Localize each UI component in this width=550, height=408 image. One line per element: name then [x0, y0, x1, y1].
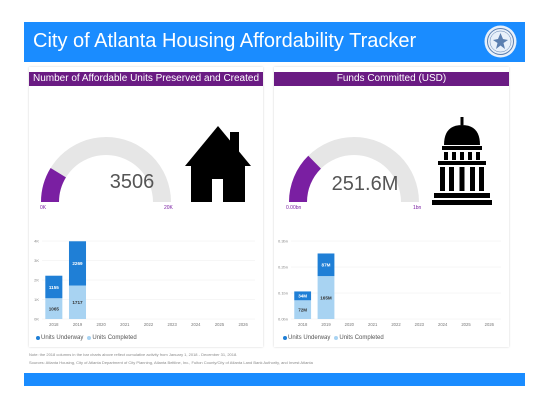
funds-panel-title: Funds Committed (USD): [274, 72, 509, 86]
funds-gauge-value: 251.6M: [331, 173, 399, 195]
funds-xtick-label: 2020: [345, 322, 355, 327]
funds-bar-completed: [294, 300, 312, 319]
funds-bar-underway: [294, 291, 312, 301]
funds-ytick-label: 0.0bn: [278, 317, 288, 322]
units-xtick-label: 2018: [49, 322, 59, 327]
funds-gauge: [289, 137, 419, 202]
units-ytick-label: 1K: [34, 297, 39, 302]
footnote-1: Note: the 2018 columns in the bar charts…: [29, 352, 238, 357]
funds-gauge-fill: [289, 155, 321, 202]
units-gauge-track: [41, 136, 171, 202]
units-ytick-label: 3K: [34, 258, 39, 263]
units-xtick-label: 2021: [120, 322, 130, 327]
funds-xtick-label: 2024: [438, 322, 448, 327]
units-gauge-max: 20K: [164, 205, 173, 211]
funds-bar-label: 87M: [322, 263, 331, 268]
funds-bar-label: 72M: [298, 307, 307, 312]
units-gauge-fill: [41, 167, 66, 202]
legend-item-underway: Units Underway: [36, 335, 83, 341]
funds-gauge-min: 0.00bn: [286, 205, 302, 211]
funds-xtick-label: 2018: [298, 322, 308, 327]
units-bar-label: 2269: [72, 261, 83, 266]
units-panel-title: Number of Affordable Units Preserved and…: [29, 72, 263, 86]
units-gauge-min: 0K: [40, 205, 47, 211]
units-bar-chart: 0K 1K 2K 3K 4K 2018 1065 1155 2019 1717 2269 2020 20…: [34, 239, 255, 327]
units-panel: Number of Affordable Units Preserved and…: [29, 67, 263, 347]
units-xtick-label: 2026: [239, 322, 249, 327]
units-xtick-label: 2023: [168, 322, 178, 327]
funds-xtick-label: 2021: [368, 322, 378, 327]
units-xtick-label: 2024: [191, 322, 201, 327]
units-bar-label: 1155: [49, 285, 59, 290]
funds-xtick-label: 2022: [391, 322, 401, 327]
units-bar-underway: [68, 241, 87, 286]
units-ytick-label: 4K: [34, 239, 39, 244]
funds-bar-completed: [317, 276, 335, 319]
funds-gauge-max: 1bn: [413, 205, 422, 211]
funds-ytick-label: 0.1bn: [278, 291, 288, 296]
units-bar-label: 1065: [49, 306, 60, 311]
legend-item-completed: Units Completed: [87, 335, 137, 341]
legend-item-underway: Units Underway: [283, 335, 330, 341]
house-icon: [185, 126, 251, 202]
units-bar-completed: [68, 285, 87, 319]
funds-chart-legend: Units Underway Units Completed: [283, 335, 384, 341]
units-xtick-label: 2019: [73, 322, 83, 327]
page-title: City of Atlanta Housing Affordability Tr…: [33, 30, 417, 52]
footnote-2: Sources: Atlanta Housing, City of Atlant…: [29, 360, 313, 365]
legend-completed-label: Units Completed: [92, 335, 137, 341]
funds-bar-chart: 0.0bn 0.1bn 0.2bn 0.3bn 2018 72M 34M 2019 165M 87…: [278, 239, 501, 327]
capitol-building-icon: [432, 117, 492, 205]
funds-xtick-label: 2023: [415, 322, 425, 327]
units-gauge-value: 3506: [109, 171, 155, 193]
footer-bar: [24, 373, 525, 386]
funds-ytick-label: 0.3bn: [278, 239, 288, 244]
city-seal-icon: [484, 25, 517, 58]
funds-bar-label: 165M: [320, 295, 332, 300]
units-xtick-label: 2025: [215, 322, 225, 327]
funds-ytick-label: 0.2bn: [278, 265, 288, 270]
header-bar: City of Atlanta Housing Affordability Tr…: [24, 22, 525, 62]
funds-xtick-label: 2026: [485, 322, 495, 327]
legend-completed-label: Units Completed: [339, 335, 384, 341]
legend-underway-label: Units Underway: [288, 335, 331, 341]
funds-panel: Funds Committed (USD) 251.6M 0.00bn 1bn …: [274, 67, 509, 347]
units-bar-completed: [45, 298, 63, 319]
units-ytick-label: 0K: [34, 317, 39, 322]
units-bar-underway: [45, 275, 63, 299]
footnotes: Note: the 2018 columns in the bar charts…: [29, 351, 519, 367]
units-xtick-label: 2022: [144, 322, 154, 327]
legend-item-completed: Units Completed: [334, 335, 384, 341]
legend-underway-label: Units Underway: [41, 335, 84, 341]
units-xtick-label: 2020: [97, 322, 107, 327]
units-chart-legend: Units Underway Units Completed: [36, 335, 137, 341]
funds-gauge-track: [289, 137, 419, 202]
funds-bar-label: 34M: [298, 294, 307, 299]
funds-bar-underway: [317, 253, 335, 277]
funds-xtick-label: 2025: [461, 322, 471, 327]
funds-xtick-label: 2019: [321, 322, 331, 327]
units-bar-label: 1717: [72, 300, 83, 305]
units-gauge: [41, 136, 171, 202]
units-ytick-label: 2K: [34, 278, 39, 283]
